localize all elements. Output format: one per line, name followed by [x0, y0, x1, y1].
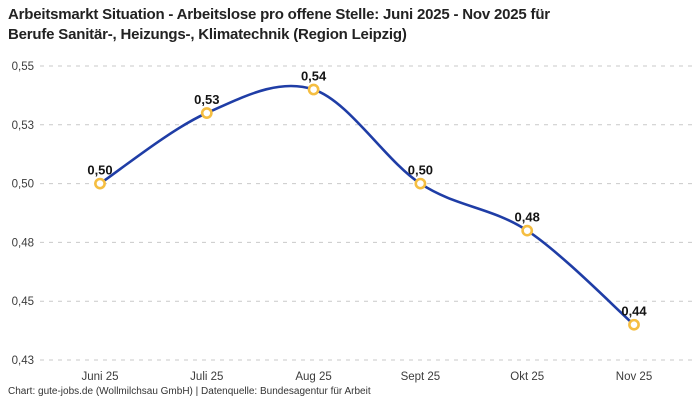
- page-title: Arbeitsmarkt Situation - Arbeitslose pro…: [8, 5, 688, 45]
- data-point-marker: [521, 224, 534, 237]
- x-axis-tick-label: Okt 25: [510, 371, 544, 383]
- data-point-marker: [414, 177, 427, 190]
- y-axis-tick-label: 0,55: [12, 61, 34, 73]
- data-point-label: 0,48: [515, 210, 540, 225]
- x-axis-tick-label: Juni 25: [81, 371, 118, 383]
- data-point-label: 0,53: [194, 92, 219, 107]
- data-point-marker: [94, 177, 106, 190]
- y-axis-tick-label: 0,48: [12, 237, 34, 249]
- y-axis-tick-label: 0,43: [12, 355, 34, 367]
- data-point-label: 0,54: [301, 69, 327, 84]
- data-point-marker: [200, 107, 213, 119]
- line-series: [98, 84, 636, 326]
- y-axis-tick-label: 0,53: [12, 120, 34, 132]
- data-point-marker: [307, 83, 320, 96]
- y-axis-tick-label: 0,50: [12, 179, 34, 191]
- y-axis-tick-label: 0,45: [12, 296, 34, 308]
- data-point-label: 0,50: [87, 163, 112, 178]
- data-point-label: 0,50: [408, 163, 433, 178]
- data-point-label: 0,44: [621, 304, 647, 319]
- page-title-line-2: Berufe Sanitär-, Heizungs-, Klimatechnik…: [8, 26, 407, 43]
- page-title-line-1: Arbeitsmarkt Situation - Arbeitslose pro…: [8, 6, 550, 23]
- data-point-marker: [628, 318, 640, 331]
- x-axis-tick-label: Sept 25: [401, 371, 441, 383]
- x-axis-tick-label: Nov 25: [616, 371, 652, 383]
- x-axis-tick-label: Aug 25: [295, 371, 331, 383]
- x-axis-tick-label: Juli 25: [190, 371, 223, 383]
- footer-credit: Chart: gute-jobs.de (Wollmilchsau GmbH) …: [8, 386, 371, 397]
